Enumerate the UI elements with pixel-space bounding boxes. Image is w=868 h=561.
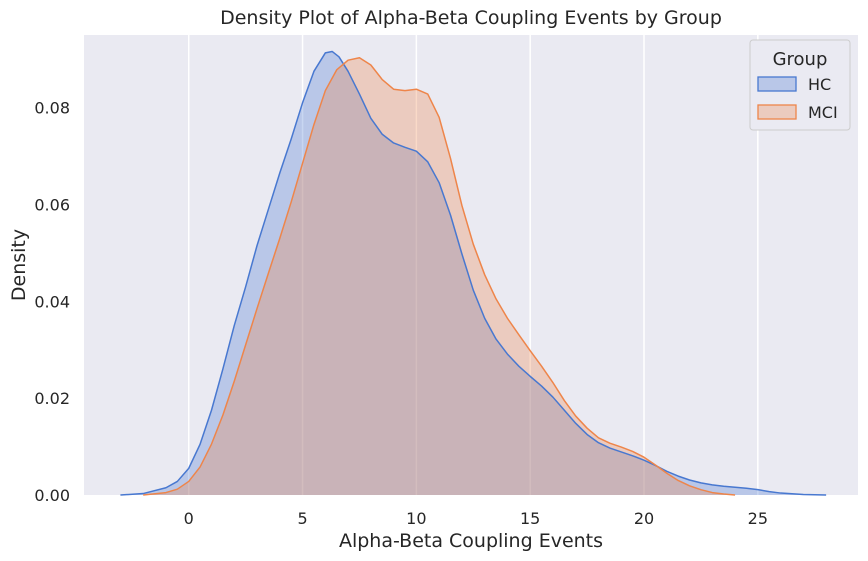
- x-axis-ticks: 0 5 10 15 20 25: [184, 509, 768, 528]
- x-tick-label: 15: [520, 509, 540, 528]
- y-tick-label: 0.02: [34, 389, 70, 408]
- density-areas: [120, 50, 827, 496]
- x-tick-label: 25: [748, 509, 768, 528]
- density-line-hc: [120, 50, 827, 496]
- density-area-hc: [120, 51, 827, 496]
- x-tick-label: 0: [184, 509, 194, 528]
- y-axis-label: Density: [8, 229, 30, 301]
- legend-label-mci: MCI: [808, 103, 838, 122]
- x-tick-label: 5: [297, 509, 307, 528]
- density-area-mci: [143, 57, 736, 495]
- y-axis-ticks: 0.00 0.02 0.04 0.06 0.08: [34, 99, 70, 505]
- y-tick-label: 0.04: [34, 292, 70, 311]
- legend-title: Group: [773, 49, 828, 70]
- legend-box: [749, 39, 851, 131]
- legend-swatch-hc: [757, 76, 797, 92]
- y-tick-label: 0.00: [34, 486, 70, 505]
- y-tick-label: 0.08: [34, 99, 70, 118]
- legend-swatch-mci: [757, 104, 797, 120]
- x-tick-label: 10: [406, 509, 426, 528]
- grid-lines: [187, 35, 759, 495]
- legend: Group HC MCI: [749, 39, 851, 131]
- y-tick-label: 0.06: [34, 195, 70, 214]
- x-axis-label: Alpha-Beta Coupling Events: [339, 530, 603, 552]
- legend-label-hc: HC: [808, 75, 831, 94]
- chart-title: Density Plot of Alpha-Beta Coupling Even…: [220, 7, 722, 29]
- x-tick-label: 20: [634, 509, 654, 528]
- density-line-mci: [143, 57, 736, 496]
- plot-background: [84, 35, 858, 495]
